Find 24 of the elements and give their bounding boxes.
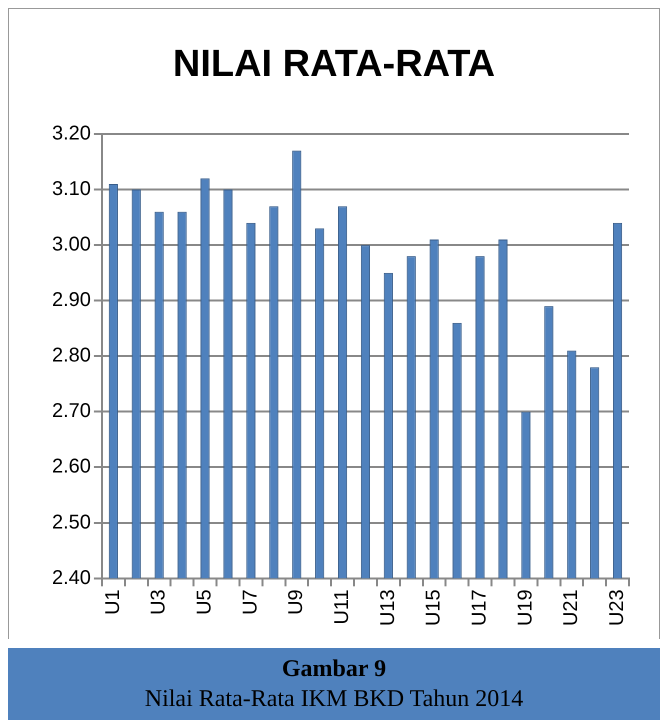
x-tick-label: U7: [239, 589, 262, 615]
y-tick-label: 2.90: [52, 289, 91, 312]
y-tick-label: 2.40: [52, 566, 91, 589]
x-tick-label: U23: [606, 589, 628, 626]
x-tick-label: U9: [285, 589, 308, 615]
y-tick-label: 3.20: [52, 122, 91, 145]
text: Gambar 9: [280, 655, 388, 684]
chart-title: NILAI RATA-RATA: [172, 43, 496, 86]
x-tick-label: U1: [102, 589, 124, 615]
y-tick-label: 2.70: [52, 400, 91, 422]
y-tick-label: 3.00: [52, 234, 91, 256]
y-tick-label: 2.60: [52, 456, 91, 478]
x-tick-label: U11: [331, 589, 354, 625]
x-tick-label: U15: [422, 589, 445, 626]
x-tick-label: U5: [194, 589, 216, 615]
x-tick-label: U3: [148, 589, 170, 615]
y-tick-label: 2.50: [52, 511, 91, 534]
y-tick-label: 3.10: [52, 178, 91, 200]
y-tick-label: 2.80: [52, 344, 91, 367]
x-tick-label: U13: [376, 589, 399, 626]
x-tick-label: U19: [514, 589, 536, 626]
x-tick-label: U21: [560, 589, 582, 626]
x-tick-label: U17: [468, 589, 491, 626]
text: Nilai Rata-Rata IKM BKD Tahun 2014: [144, 685, 524, 714]
